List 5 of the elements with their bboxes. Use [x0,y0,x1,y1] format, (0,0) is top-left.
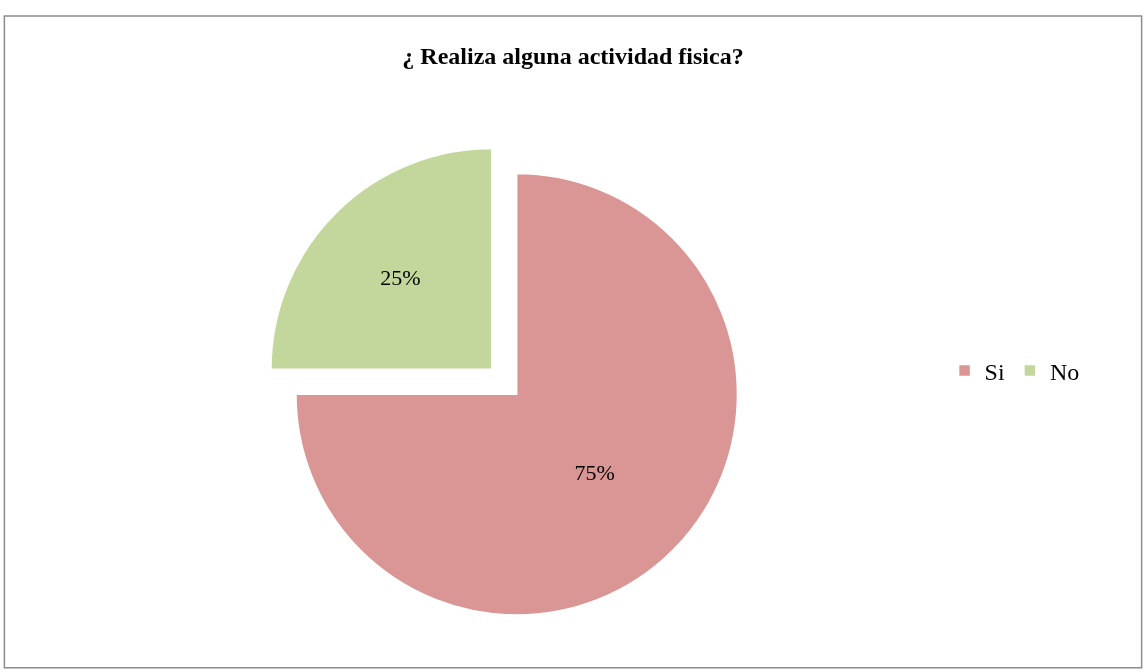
legend-label: No [1049,358,1080,385]
legend-label: Si [984,358,1005,385]
data-label: 75% [574,459,615,485]
data-label: 25% [380,265,421,291]
chart-title: ¿ Realiza alguna actividad fisica? [402,42,744,69]
